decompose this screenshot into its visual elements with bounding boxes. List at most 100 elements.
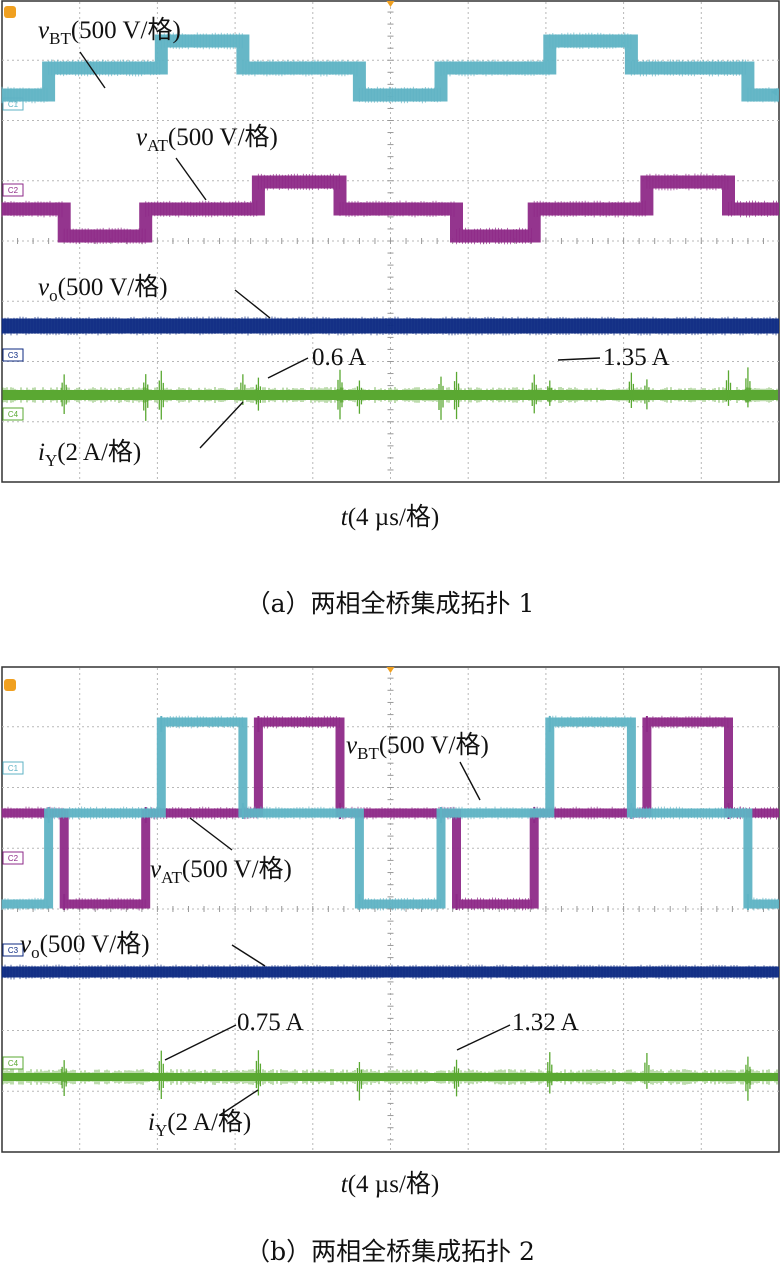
channel-tag-label: C4 <box>8 410 19 419</box>
trace-iY-spike <box>255 377 262 411</box>
trace-iY-spike <box>255 1050 262 1096</box>
peak-label-leader <box>267 357 309 379</box>
trace-vBT-line <box>2 717 779 909</box>
label-unit: (500 V/格) <box>40 930 150 958</box>
trace-iY-spike <box>745 367 751 408</box>
label-var: i <box>38 439 45 466</box>
label-leader <box>199 401 244 449</box>
label-text: vBT(500 V/格) <box>346 731 489 763</box>
trace-iY-spike <box>143 374 149 421</box>
label-iy: iY(2 A/格) <box>148 1089 259 1140</box>
trace-vBT-noise <box>1 32 779 104</box>
label-sub: Y <box>45 451 57 470</box>
trace-iY-spike <box>628 372 635 409</box>
label-text: iY(2 A/格) <box>38 438 141 470</box>
label-vo: vo(500 V/格) <box>20 930 266 967</box>
channel-tag-box <box>2 943 24 957</box>
label-unit: (500 V/格) <box>379 731 489 759</box>
label-var: i <box>148 1109 155 1136</box>
label-unit: (500 V/格) <box>168 123 278 151</box>
peak-label: 1.32 A <box>456 1009 579 1051</box>
label-sub: AT <box>161 868 182 887</box>
label-var: v <box>150 856 162 883</box>
peak-label: 0.6 A <box>267 344 366 379</box>
label-var: v <box>346 732 358 759</box>
trace-iY-spike <box>356 1061 363 1101</box>
trace-iY-spike <box>240 374 246 406</box>
trace-vo <box>1 964 779 980</box>
label-var: v <box>20 931 32 958</box>
trace-iY-spike <box>644 379 650 410</box>
label-unit: (500 V/格) <box>71 16 181 44</box>
trace-vo <box>1 316 779 336</box>
trace-iY-spike <box>547 380 553 406</box>
trace-iY-spike <box>644 1053 650 1089</box>
channel-tag-c2: C2 <box>2 851 24 865</box>
channel-tag-c4: C4 <box>2 1056 24 1070</box>
trace-iY-spike <box>61 374 67 414</box>
trace-vAT-noise <box>1 173 777 245</box>
peak-label-text: 1.32 A <box>512 1009 579 1036</box>
channel-tag-box <box>2 407 24 421</box>
label-vat: vAT(500 V/格) <box>136 123 278 201</box>
label-unit: (500 V/格) <box>58 273 168 301</box>
trace-iY <box>2 1050 778 1101</box>
label-text: vAT(500 V/格) <box>150 855 292 887</box>
label-vat: vAT(500 V/格) <box>150 817 292 887</box>
channel-tag-label: C3 <box>8 351 19 360</box>
channel-tag-c3: C3 <box>2 943 24 957</box>
x-axis-unit: (4 µs/格) <box>348 1170 439 1198</box>
label-text: vo(500 V/格) <box>38 273 168 305</box>
label-iy: iY(2 A/格) <box>38 401 244 470</box>
peak-label-leader <box>456 1024 511 1051</box>
trace-iY-spike <box>547 1052 553 1094</box>
label-text: vo(500 V/格) <box>20 930 150 962</box>
label-var: v <box>38 17 50 44</box>
peak-label-text: 0.75 A <box>237 1009 304 1036</box>
peak-label-leader <box>557 357 601 361</box>
trace-iY-spike <box>725 370 732 406</box>
label-var: v <box>38 274 50 301</box>
label-sub: AT <box>147 136 168 155</box>
label-unit: (500 V/格) <box>182 855 292 883</box>
trace-iY-spike <box>337 369 343 420</box>
channel-tag-c4: C4 <box>2 407 24 421</box>
label-sub: BT <box>49 29 71 48</box>
label-leader <box>79 51 106 89</box>
label-text: vBT(500 V/格) <box>38 16 181 48</box>
trace-iY-spike <box>158 1050 164 1100</box>
channel-tag-label: C2 <box>8 186 19 195</box>
x-axis-unit: (4 µs/格) <box>348 503 439 531</box>
peak-label: 1.35 A <box>557 344 670 371</box>
peak-label-leader <box>164 1024 237 1061</box>
trace-iY-spike <box>531 374 537 414</box>
label-vbt: vBT(500 V/格) <box>346 731 489 801</box>
channel-tag-label: C1 <box>8 764 19 773</box>
channel-tag-label: C1 <box>8 100 19 109</box>
channel-tag-box <box>2 761 24 775</box>
label-leader <box>189 817 233 851</box>
label-text: iY(2 A/格) <box>148 1108 251 1140</box>
label-leader <box>231 944 266 967</box>
x-axis-var: t <box>341 1171 349 1198</box>
x-axis-label: t(4 µs/格) <box>341 503 439 531</box>
channel-tag-label: C2 <box>8 854 19 863</box>
trace-vAT <box>1 173 779 245</box>
trace-iY-spike <box>745 1056 751 1101</box>
channel-tag-label: C3 <box>8 946 19 955</box>
channel-tag-box <box>2 1056 24 1070</box>
label-leader <box>234 289 271 319</box>
label-vo: vo(500 V/格) <box>38 273 271 319</box>
trace-iY-spike <box>453 371 460 420</box>
label-leader <box>219 1089 259 1116</box>
trace-vo-noise <box>1 964 777 980</box>
trace-vBT <box>1 715 779 911</box>
label-unit: (2 A/格) <box>57 438 141 466</box>
channel-tag-label: C4 <box>8 1059 19 1068</box>
channel-tag-box <box>2 183 24 197</box>
label-leader <box>175 157 207 201</box>
channel-tag-c1: C1 <box>2 761 24 775</box>
label-sub: o <box>49 286 58 305</box>
